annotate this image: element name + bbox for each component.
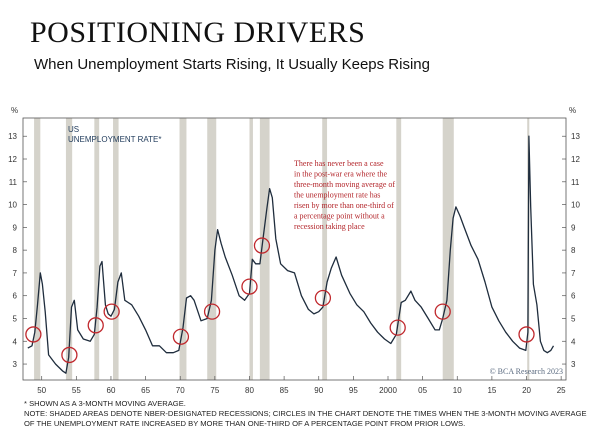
y-tick-label-left-10: 10: [8, 201, 17, 210]
y-tick-label-right-11: 11: [571, 178, 580, 187]
x-tick-label-95: 95: [349, 386, 358, 395]
x-tick-label-15: 15: [487, 386, 496, 395]
footnote-line-1: * SHOWN AS A 3-MONTH MOVING AVERAGE.: [24, 399, 186, 408]
y-tick-label-left-6: 6: [13, 292, 18, 301]
x-tick-label-55: 55: [72, 386, 81, 395]
trigger-circle-11: [434, 303, 451, 320]
trigger-circles: [25, 237, 535, 364]
footnote: * SHOWN AS A 3-MONTH MOVING AVERAGE. NOT…: [24, 399, 599, 429]
y-unit-right: %: [569, 106, 576, 115]
recession-band-11: [442, 118, 454, 380]
annotation-line-6: a percentage point without a: [294, 212, 385, 221]
y-unit-left: %: [11, 106, 18, 115]
trigger-circle-2: [61, 346, 78, 364]
y-axis-right: 3 4 5 6 7 8 9 10 11 12 13: [562, 132, 580, 369]
x-tick-label-70: 70: [176, 386, 185, 395]
trigger-circle-7: [241, 278, 258, 295]
page-subtitle: When Unemployment Starts Rising, It Usua…: [34, 56, 430, 73]
recession-band-10: [396, 118, 402, 380]
trigger-circle-4: [103, 303, 120, 320]
x-tick-label-2000: 2000: [379, 386, 397, 395]
y-tick-label-right-8: 8: [571, 246, 576, 255]
trigger-circle-10: [389, 319, 406, 336]
y-tick-label-left-3: 3: [13, 360, 18, 369]
series-label-1: US: [68, 125, 79, 134]
x-tick-label-05: 05: [418, 386, 427, 395]
y-tick-label-right-9: 9: [571, 223, 576, 232]
unemployment-line: [27, 135, 555, 374]
annotation-line-7: recession taking place: [294, 222, 365, 231]
footnote-line-3: OF THE UNEMPLOYMENT RATE INCREASED BY MO…: [24, 419, 466, 428]
y-tick-label-right-6: 6: [571, 292, 576, 301]
recession-band-8: [259, 118, 270, 380]
recession-band-2: [65, 118, 73, 380]
x-tick-label-50: 50: [37, 386, 46, 395]
y-tick-label-left-4: 4: [13, 337, 18, 346]
series-label-2: UNEMPLOYMENT RATE*: [68, 135, 162, 144]
y-tick-label-left-11: 11: [9, 178, 18, 187]
x-tick-label-20: 20: [522, 386, 531, 395]
annotation-line-2: in the post-war era where the: [294, 170, 388, 179]
trigger-circle-3: [87, 317, 104, 334]
y-tick-label-right-3: 3: [571, 360, 576, 369]
annotation-line-5: risen by more than one-third of: [294, 201, 394, 210]
trigger-circle-6: [203, 303, 221, 320]
y-tick-label-left-8: 8: [13, 246, 18, 255]
trigger-circle-8: [253, 237, 271, 254]
x-tick-label-85: 85: [280, 386, 289, 395]
trigger-circle-12: [518, 326, 535, 343]
y-axis-left: 3 4 5 6 7 8 9 10 11 12 13: [8, 132, 27, 369]
y-tick-label-left-13: 13: [8, 132, 17, 141]
y-tick-label-right-12: 12: [571, 155, 580, 164]
recession-band-3: [94, 118, 100, 380]
y-tick-label-left-7: 7: [13, 269, 18, 278]
recession-band-5: [179, 118, 187, 380]
y-tick-label-left-9: 9: [13, 223, 18, 232]
footnote-line-2: NOTE: SHADED AREAS DENOTE NBER-DESIGNATE…: [24, 409, 587, 418]
recession-band-4: [113, 118, 119, 380]
recession-band-7: [249, 118, 253, 380]
plot-frame: [22, 117, 567, 381]
x-tick-label-80: 80: [245, 386, 254, 395]
y-tick-label-right-10: 10: [571, 201, 580, 210]
recession-band-6: [207, 118, 217, 380]
annotation-line-4: the unemployment rate has: [294, 191, 380, 200]
y-tick-label-left-12: 12: [8, 155, 17, 164]
y-tick-label-right-7: 7: [571, 269, 576, 278]
x-axis: 50 55 60 65 70 75 80 85 90 95 2000 05 10 15 20 25: [37, 376, 566, 395]
x-tick-label-90: 90: [314, 386, 323, 395]
recession-band-9: [322, 118, 328, 380]
page-title: POSITIONING DRIVERS: [30, 16, 366, 49]
x-tick-label-25: 25: [557, 386, 566, 395]
trigger-circle-9: [314, 289, 332, 307]
recession-bands: [34, 118, 530, 380]
annotation-line-3: three-month moving average of: [294, 180, 395, 189]
y-tick-label-right-5: 5: [571, 314, 576, 323]
trigger-circle-1: [25, 326, 42, 343]
y-tick-label-right-13: 13: [571, 132, 580, 141]
annotation-line-1: There has never been a case: [294, 159, 384, 168]
source-label: © BCA Research 2023: [490, 367, 563, 376]
x-tick-label-65: 65: [141, 386, 150, 395]
y-tick-label-left-5: 5: [13, 314, 18, 323]
y-tick-label-right-4: 4: [571, 337, 576, 346]
trigger-circle-5: [172, 328, 190, 345]
x-tick-label-60: 60: [107, 386, 116, 395]
recession-band-1: [34, 118, 41, 380]
annotation-text: There has never been a case in the post-w…: [294, 159, 395, 231]
x-tick-label-10: 10: [453, 386, 462, 395]
x-tick-label-75: 75: [210, 386, 219, 395]
